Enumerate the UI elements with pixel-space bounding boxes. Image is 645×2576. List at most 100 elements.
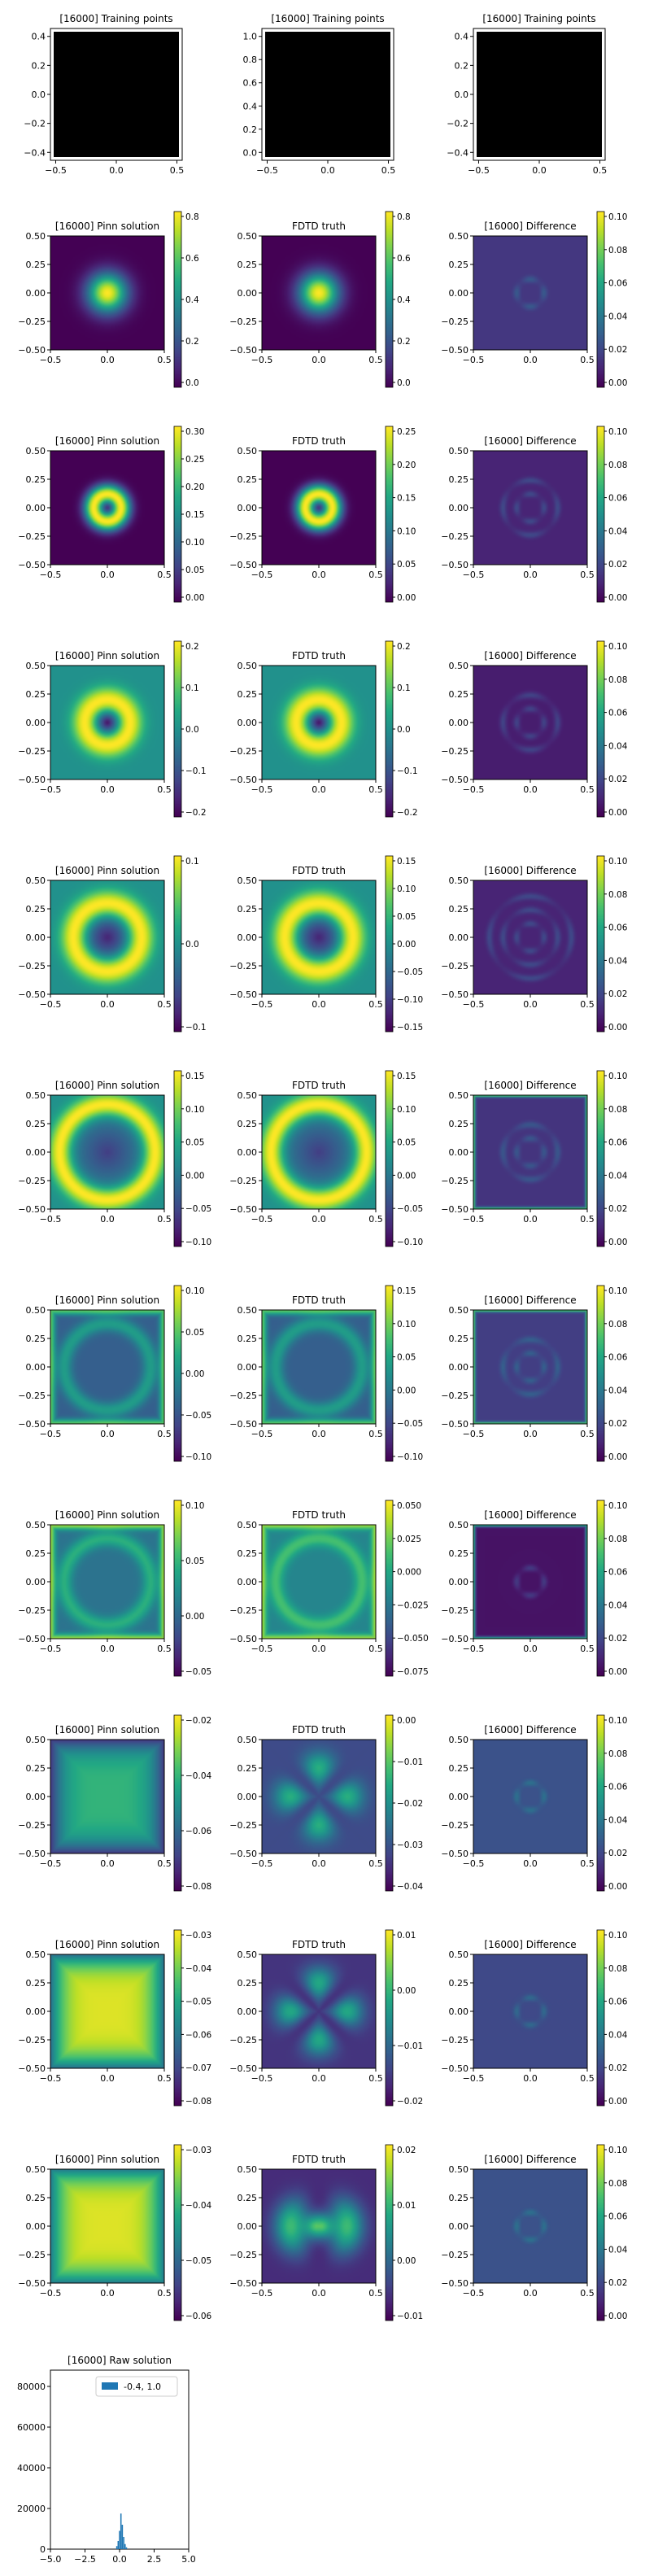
colorbar-tick-label: 0.00 [397, 1986, 416, 1996]
y-tick-label: 0.25 [26, 904, 46, 915]
colorbar-tick-label: 0.00 [397, 1386, 416, 1395]
y-tick-label: 0.00 [26, 288, 46, 299]
colorbar [386, 2145, 393, 2321]
y-tick-label: 0.50 [238, 661, 258, 671]
y-tick-label: −0.2 [24, 119, 46, 129]
colorbar-tick-label: 0.1 [185, 683, 199, 693]
x-tick-label: 0.5 [157, 355, 172, 365]
y-tick-label: 0.50 [449, 1520, 469, 1530]
plot-title: [16000] Pinn solution [55, 865, 159, 876]
heatmap-panel: [16000] Difference −0.5 0.0 0.5 0.50 0.25 0.00… [441, 426, 628, 603]
y-tick-label: 0.25 [238, 1763, 258, 1774]
y-tick-label: 0.00 [449, 1792, 469, 1802]
colorbar [386, 1500, 393, 1676]
y-tick-label: −0.4 [447, 147, 468, 158]
y-tick-label: 0.00 [238, 288, 258, 299]
y-tick-label: −0.25 [229, 961, 257, 971]
y-tick-label: 0.25 [238, 260, 258, 270]
y-tick-label: 1.0 [243, 32, 258, 42]
y-tick-label: 60000 [17, 2422, 46, 2433]
x-tick-label: −0.5 [40, 2073, 62, 2084]
colorbar [386, 426, 393, 602]
y-tick-label: −0.25 [441, 1176, 468, 1186]
x-tick-label: 0.0 [312, 2288, 326, 2299]
colorbar-tick-label: −0.05 [185, 1997, 211, 2007]
colorbar-tick-label: 0.6 [397, 254, 411, 264]
colorbar-tick-label: 0.02 [608, 775, 627, 784]
x-tick-label: 0.5 [157, 1429, 172, 1439]
y-tick-label: 0.00 [238, 718, 258, 728]
training-points-plot: [16000] Training points −0.5 0.0 0.5 1.0 0.8 0… [243, 13, 396, 176]
heatmap-panel: FDTD truth −0.5 0.0 0.5 0.50 0.25 0.00 −0.25 −0.… [229, 2144, 423, 2321]
y-tick-label: −0.4 [24, 147, 46, 158]
colorbar-tick-label: −0.2 [397, 808, 418, 818]
colorbar-tick-label: −0.10 [397, 1452, 423, 1462]
training-points-fill [54, 32, 179, 157]
colorbar-tick-label: 0.02 [608, 989, 627, 999]
x-tick-label: −0.5 [45, 165, 67, 176]
y-tick-label: 0.50 [26, 231, 46, 242]
colorbar-tick-label: −0.01 [397, 2041, 423, 2051]
plot-title: [16000] Pinn solution [55, 220, 159, 232]
colorbar-tick-label: 0.01 [397, 2201, 416, 2211]
x-tick-label: 0.0 [523, 1429, 538, 1439]
heatmap-panel: [16000] Pinn solution −0.5 0.0 0.5 0.50 0.25 0… [18, 1714, 211, 1892]
heatmap-panel: [16000] Difference −0.5 0.0 0.5 0.50 0.25 0.00… [441, 855, 628, 1033]
colorbar-tick-label: 0.04 [608, 1386, 628, 1395]
heatmap-panel: [16000] Pinn solution −0.5 0.0 0.5 0.50 0.25 0… [18, 2144, 211, 2321]
plot-title: [16000] Pinn solution [55, 1939, 159, 1950]
plot-title: FDTD truth [292, 1939, 346, 1950]
x-tick-label: 0.5 [157, 570, 172, 580]
heatmap-panel: [16000] Pinn solution −0.5 0.0 0.5 0.50 0.25 0… [18, 1070, 211, 1247]
colorbar-tick-label: 0.04 [608, 526, 628, 536]
colorbar [386, 856, 393, 1032]
heatmap-image [262, 1310, 376, 1424]
colorbar-tick-label: −0.075 [397, 1667, 429, 1677]
heatmap-panel: [16000] Difference −0.5 0.0 0.5 0.50 0.25 0.00… [441, 1070, 628, 1247]
x-tick-label: −0.5 [251, 999, 273, 1010]
x-tick-label: −0.5 [463, 1644, 485, 1654]
x-tick-label: −0.5 [463, 1429, 485, 1439]
y-tick-label: −0.50 [229, 2278, 257, 2289]
y-tick-label: −0.50 [441, 1419, 468, 1430]
colorbar-tick-label: 0.00 [608, 1238, 627, 1247]
colorbar [386, 212, 393, 387]
y-tick-label: 0.00 [238, 2006, 258, 2017]
y-tick-label: 0.4 [455, 32, 469, 42]
colorbar-tick-label: −0.04 [185, 1771, 211, 1781]
heatmap-panel: FDTD truth −0.5 0.0 0.5 0.50 0.25 0.00 −0.25 −0.… [229, 1500, 429, 1677]
colorbar-tick-label: −0.06 [185, 2030, 211, 2040]
colorbar-tick-label: −0.2 [185, 808, 207, 818]
y-tick-label: 0.00 [238, 1362, 258, 1373]
colorbar-tick-label: −0.15 [397, 1023, 423, 1033]
x-tick-label: 0.0 [312, 2073, 326, 2084]
colorbar-tick-label: −0.05 [185, 1204, 211, 1214]
x-tick-label: −0.5 [251, 1644, 273, 1654]
colorbar [174, 426, 181, 602]
colorbar-tick-label: −0.07 [185, 2063, 211, 2073]
colorbar-tick-label: 0.05 [397, 560, 416, 570]
y-tick-label: 0.25 [26, 2193, 46, 2203]
colorbar-tick-label: 0.06 [608, 1138, 628, 1148]
y-tick-label: 0.6 [243, 78, 258, 89]
x-tick-label: 0.5 [170, 165, 185, 176]
legend: -0.4, 1.0 [95, 2376, 178, 2397]
y-tick-label: 0.00 [26, 2006, 46, 2017]
x-tick-label: 5.0 [181, 2554, 196, 2565]
x-tick-label: 0.0 [523, 999, 538, 1010]
heatmap-image [50, 1954, 164, 2068]
heatmap-panel: [16000] Pinn solution −0.5 0.0 0.5 0.50 0.25 0… [18, 855, 207, 1033]
x-tick-label: 0.5 [157, 2288, 172, 2299]
y-tick-label: 0.50 [238, 231, 258, 242]
x-tick-label: 0.5 [381, 165, 396, 176]
y-tick-label: 0.25 [238, 2193, 258, 2203]
colorbar-tick-label: −0.050 [397, 1634, 429, 1644]
colorbar-tick-label: −0.04 [185, 1964, 211, 1974]
colorbar-tick-label: −0.05 [185, 2256, 211, 2266]
colorbar [386, 1071, 393, 1247]
y-tick-label: 0.00 [26, 2221, 46, 2232]
y-tick-label: 0.50 [26, 875, 46, 886]
heatmap-image [262, 880, 376, 994]
x-tick-label: −2.5 [74, 2554, 96, 2565]
heatmap-image [473, 1095, 587, 1209]
